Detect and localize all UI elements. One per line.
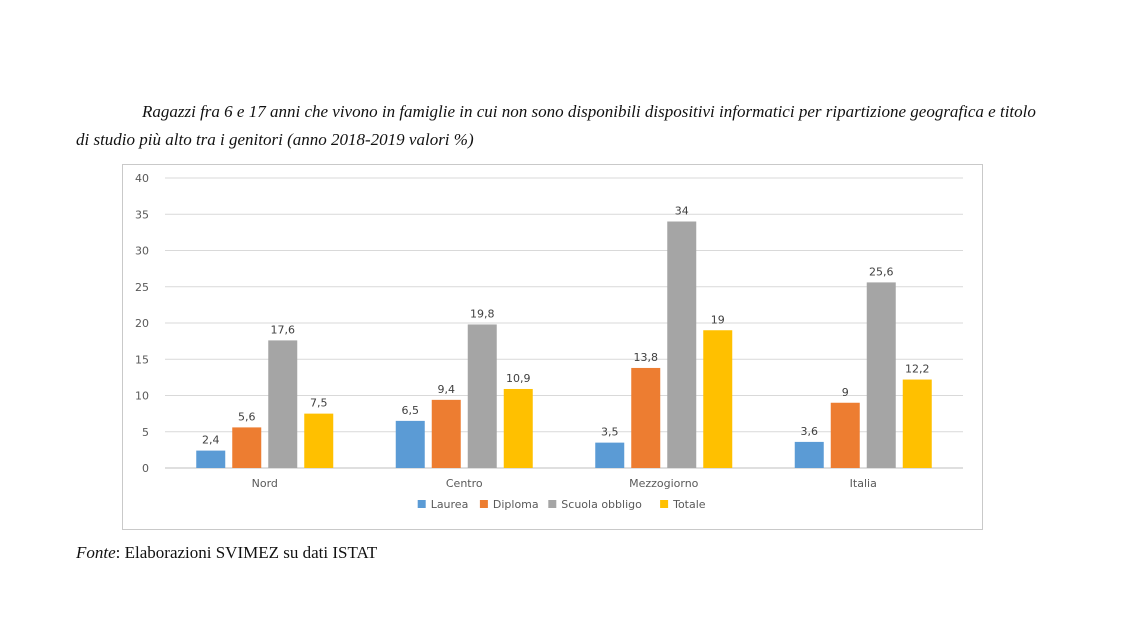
bar (503, 388, 533, 468)
data-label: 9,4 (438, 383, 456, 396)
data-label: 3,6 (801, 425, 819, 438)
bars (196, 221, 932, 468)
data-label: 13,8 (634, 351, 659, 364)
bar (631, 367, 661, 468)
legend: Laurea Diploma Scuola obbligo Totale (417, 498, 706, 511)
data-label: 5,6 (238, 410, 256, 423)
data-labels: 2,4 5,6 17,6 7,5 6,5 9,4 19,8 10,9 3,5 13,8 34 19 3,… (202, 205, 930, 447)
bar (268, 340, 298, 468)
bar (196, 450, 226, 468)
bar (703, 330, 733, 468)
chart-container: 0 5 10 15 20 25 30 35 40 2,4 5,6 17,6 7,5 6,5 9,4 19,8… (122, 164, 983, 530)
y-tick-label: 35 (135, 208, 149, 221)
bar (830, 402, 860, 468)
y-tick-label: 30 (135, 245, 149, 258)
data-label: 2,4 (202, 434, 220, 447)
source-label: Fonte (76, 543, 116, 562)
legend-swatch (417, 500, 426, 508)
legend-label: Laurea (431, 498, 469, 511)
data-label: 19,8 (470, 307, 495, 320)
x-tick-label: Mezzogiorno (629, 477, 699, 490)
data-label: 3,5 (601, 426, 619, 439)
source-text: : Elaborazioni SVIMEZ su dati ISTAT (115, 543, 378, 562)
legend-swatch (479, 500, 488, 508)
bar (431, 399, 461, 468)
bar (395, 420, 425, 468)
x-axis-ticks: Nord Centro Mezzogiorno Italia (252, 477, 877, 490)
data-label: 12,2 (905, 363, 930, 376)
legend-swatch (548, 500, 557, 508)
y-tick-label: 40 (135, 172, 149, 185)
data-label: 25,6 (869, 265, 894, 278)
legend-swatch (660, 500, 669, 508)
bar (866, 282, 896, 468)
y-tick-label: 5 (142, 426, 149, 439)
caption-text: Ragazzi fra 6 e 17 anni che vivono in fa… (76, 102, 1036, 149)
legend-label: Scuola obbligo (561, 498, 642, 511)
x-tick-label: Italia (850, 477, 877, 490)
y-tick-label: 0 (142, 462, 149, 475)
data-label: 19 (711, 313, 725, 326)
data-label: 34 (675, 205, 689, 218)
data-label: 9 (842, 386, 849, 399)
data-label: 17,6 (271, 323, 296, 336)
bar-chart: 0 5 10 15 20 25 30 35 40 2,4 5,6 17,6 7,5 6,5 9,4 19,8… (135, 172, 963, 511)
bar (902, 379, 932, 468)
x-tick-label: Nord (252, 477, 278, 490)
y-tick-label: 20 (135, 317, 149, 330)
figure-caption: Ragazzi fra 6 e 17 anni che vivono in fa… (76, 98, 1036, 154)
data-label: 10,9 (506, 372, 531, 385)
bar (467, 324, 497, 468)
bar (232, 427, 262, 468)
legend-label: Diploma (493, 498, 539, 511)
y-tick-label: 10 (135, 390, 149, 403)
data-label: 6,5 (402, 404, 420, 417)
x-tick-label: Centro (446, 477, 483, 490)
bar (794, 441, 824, 468)
source-note: Fonte: Elaborazioni SVIMEZ su dati ISTAT (76, 543, 377, 563)
y-axis-ticks: 0 5 10 15 20 25 30 35 40 (135, 172, 149, 475)
data-label: 7,5 (310, 397, 328, 410)
y-tick-label: 15 (135, 353, 149, 366)
legend-label: Totale (672, 498, 706, 511)
bar (595, 442, 625, 468)
bar (304, 413, 334, 468)
gridlines (165, 177, 963, 469)
y-tick-label: 25 (135, 281, 149, 294)
bar (667, 221, 697, 468)
